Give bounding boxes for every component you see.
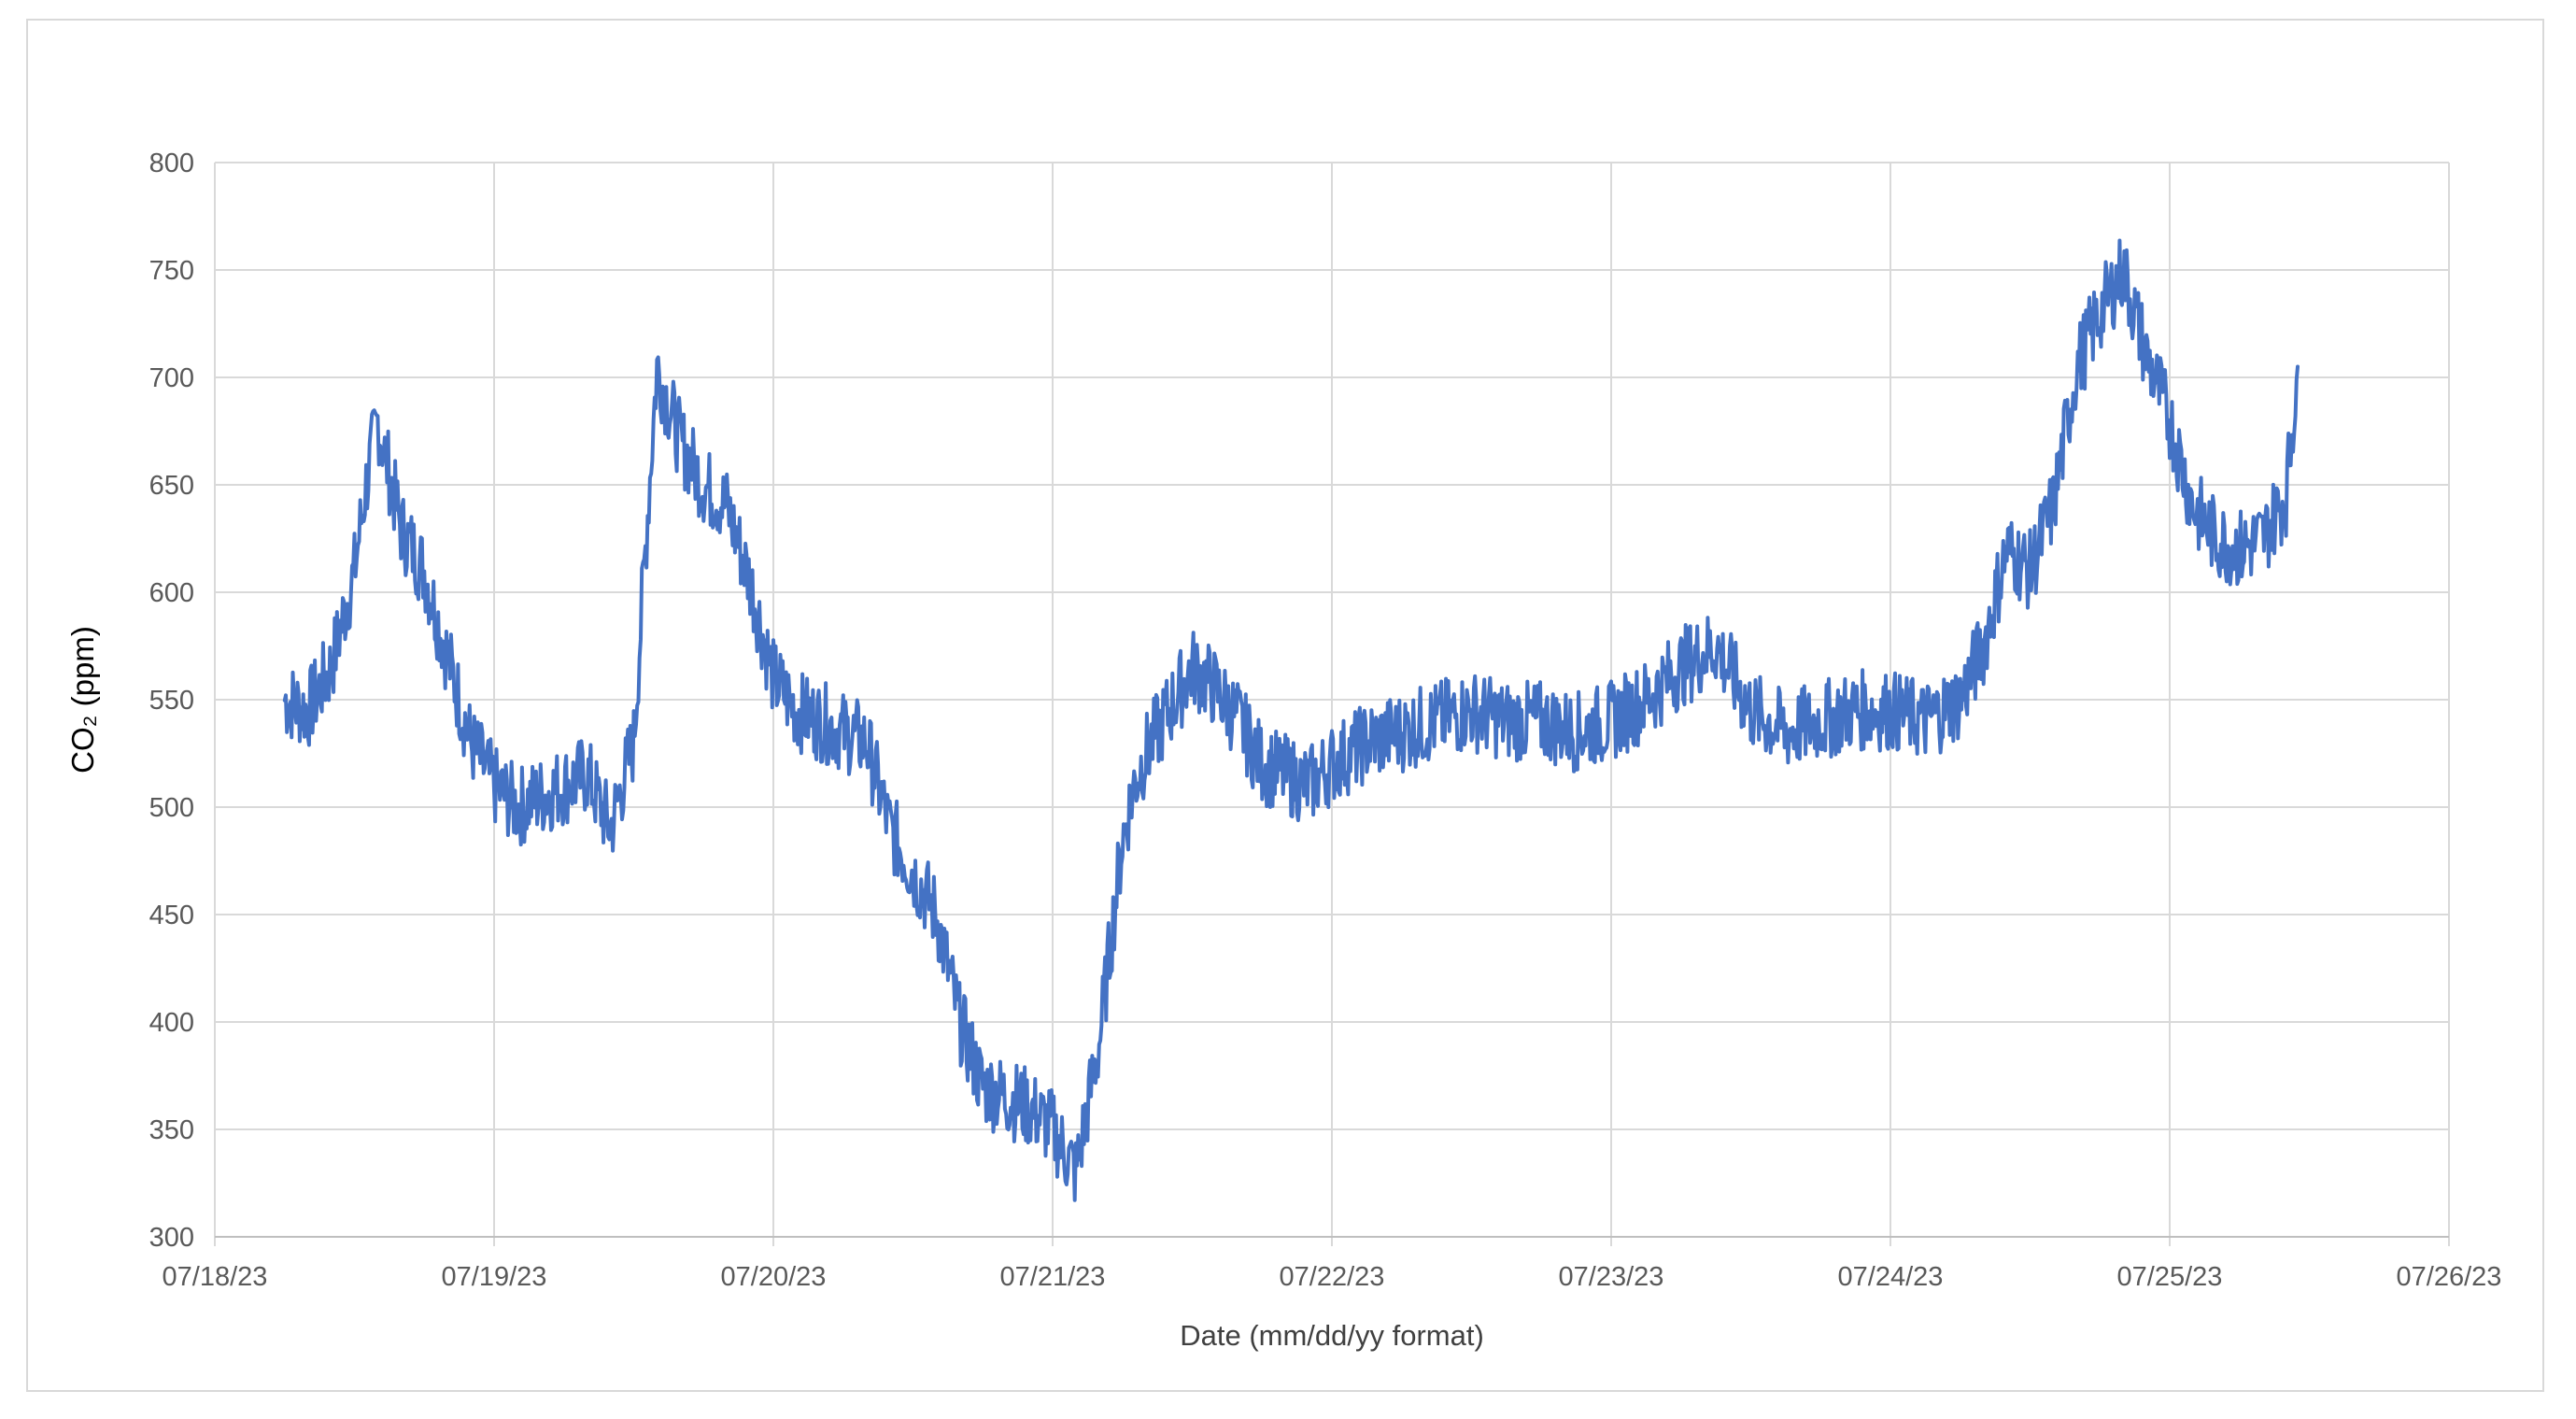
y-axis-title: CO₂ (ppm): [65, 626, 100, 773]
x-tick-label: 07/21/23: [1000, 1262, 1106, 1292]
x-tick-label: 07/22/23: [1280, 1262, 1385, 1292]
y-tick-label: 450: [149, 901, 194, 930]
x-tick-label: 07/24/23: [1838, 1262, 1944, 1292]
co2-series-line: [282, 238, 2300, 1202]
x-tick-label: 07/23/23: [1559, 1262, 1664, 1292]
x-tick-label: 07/18/23: [163, 1262, 268, 1292]
y-tick-label: 600: [149, 578, 194, 608]
x-tick-label: 07/19/23: [442, 1262, 547, 1292]
series-layer: [282, 238, 2300, 1202]
y-tick-label: 750: [149, 256, 194, 286]
x-tick-label: 07/26/23: [2397, 1262, 2502, 1292]
y-tick-label: 650: [149, 471, 194, 501]
axis-frame: [214, 1236, 2450, 1246]
x-tick-label: 07/25/23: [2117, 1262, 2223, 1292]
y-tick-label: 500: [149, 793, 194, 823]
tick-labels: 300 350 400 450 500 550 600 650 700 750 800 07/18/2…: [149, 149, 2502, 1292]
co2-line-chart: 300 350 400 450 500 550 600 650 700 750 800 07/18/2…: [65, 149, 2502, 1352]
x-axis-title: Date (mm/dd/yy format): [1180, 1319, 1484, 1352]
x-tick-label: 07/20/23: [721, 1262, 827, 1292]
y-tick-label: 300: [149, 1223, 194, 1253]
y-tick-label: 700: [149, 363, 194, 393]
y-tick-label: 400: [149, 1008, 194, 1038]
y-tick-label: 800: [149, 149, 194, 178]
chart-container: 300 350 400 450 500 550 600 650 700 750 800 07/18/2…: [26, 19, 2544, 1392]
y-tick-label: 550: [149, 686, 194, 716]
y-tick-label: 350: [149, 1115, 194, 1145]
